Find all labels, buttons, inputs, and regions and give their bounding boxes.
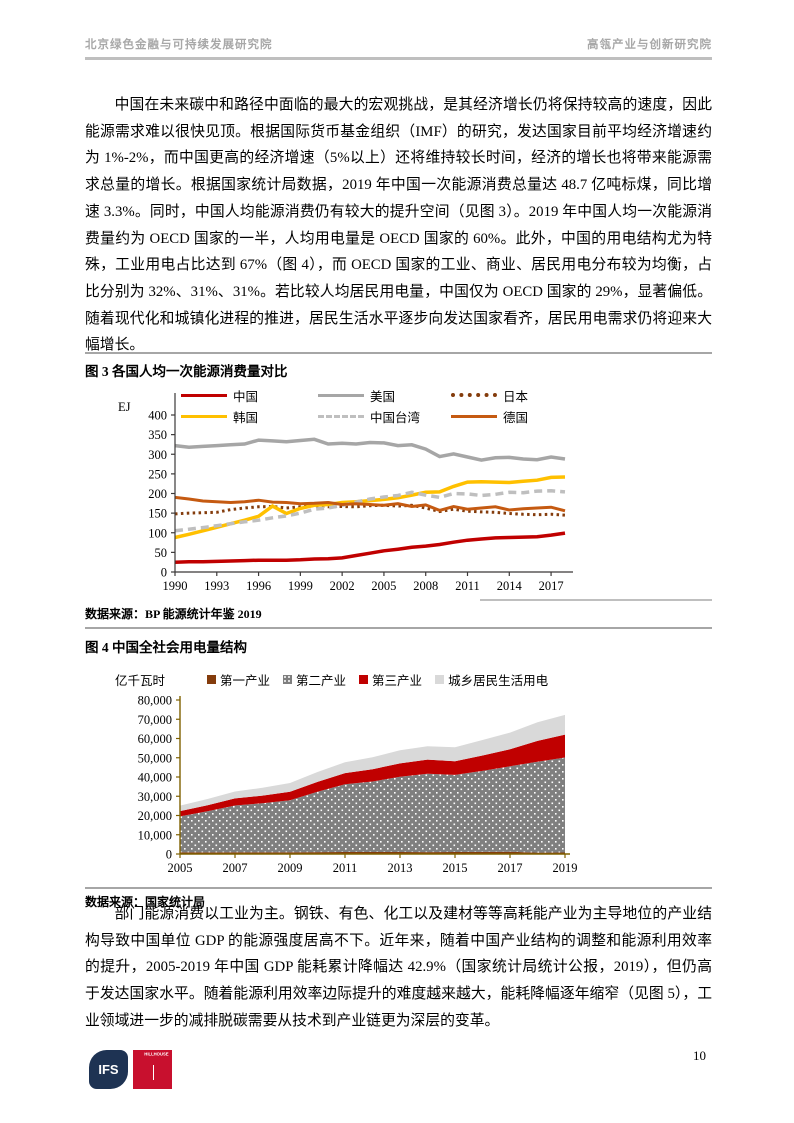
figure3-bottom-rule <box>85 627 712 629</box>
legend-item-secondary-industry: 第二产业 <box>283 672 346 688</box>
figure4-stacked-area-chart: 0 10,000 20,000 30,000 40,000 50,000 60,000 70,… <box>138 694 578 876</box>
svg-text:30,000: 30,000 <box>138 790 172 804</box>
figure4-title: 图 4 中国全社会用电量结构 <box>85 640 247 655</box>
header-divider <box>85 57 712 60</box>
figure4-legend: 第一产业 第二产业 第三产业 城乡居民生活用电 <box>207 672 548 688</box>
legend-label: 第二产业 <box>296 674 347 688</box>
svg-text:350: 350 <box>148 428 167 442</box>
svg-text:80,000: 80,000 <box>138 694 172 708</box>
legend-item-taiwan: 中国台湾 <box>318 406 451 426</box>
figure3-block: 图 3 各国人均一次能源消费量对比 EJ 中国 美国 日本 韩国 <box>85 352 712 629</box>
figure3-source: 数据来源：BP 能源统计年鉴 2019 <box>85 607 262 621</box>
svg-text:2005: 2005 <box>371 579 396 593</box>
legend-label: 中国 <box>233 389 259 404</box>
svg-text:150: 150 <box>148 507 167 521</box>
legend-label: 韩国 <box>233 410 259 425</box>
svg-text:300: 300 <box>148 448 167 462</box>
legend-label: 中国台湾 <box>370 410 421 425</box>
svg-text:2011: 2011 <box>333 861 358 875</box>
footer-logos: IFS HILLHOUSE <box>89 1050 172 1089</box>
svg-text:60,000: 60,000 <box>138 732 172 746</box>
residential-swatch-icon <box>435 675 445 684</box>
svg-text:2017: 2017 <box>498 861 523 875</box>
legend-label: 美国 <box>370 389 396 404</box>
figure3-line-chart: 0 50 100 150 200 250 300 350 400 1990 1993 1996 1999… <box>148 393 573 593</box>
figure4-block: 图 4 中国全社会用电量结构 亿千瓦时 第一产业 第二产业 第三产业 <box>85 630 712 915</box>
china-line-sample-icon <box>181 393 227 397</box>
figure3-legend: 中国 美国 日本 韩国 中国台湾 <box>181 385 611 426</box>
svg-text:200: 200 <box>148 487 167 501</box>
body-paragraph-2: 部门能源消费以工业为主。钢铁、有色、化工以及建材等等高耗能产业为主导地位的产业结… <box>85 906 712 1029</box>
legend-item-usa: 美国 <box>318 385 451 405</box>
svg-text:1996: 1996 <box>246 579 271 593</box>
svg-text:2011: 2011 <box>455 579 480 593</box>
svg-text:2008: 2008 <box>413 579 438 593</box>
hillhouse-logo: HILLHOUSE <box>133 1050 172 1089</box>
ifs-logo: IFS <box>89 1050 128 1089</box>
figure3-title: 图 3 各国人均一次能源消费量对比 <box>85 364 288 379</box>
page-header: 北京绿色金融与可持续发展研究院 高瓴产业与创新研究院 <box>85 36 712 52</box>
taiwan-line-sample-icon <box>318 414 364 418</box>
legend-item-residential: 城乡居民生活用电 <box>435 672 548 688</box>
svg-text:250: 250 <box>148 467 167 481</box>
svg-text:2017: 2017 <box>539 579 564 593</box>
svg-text:1993: 1993 <box>204 579 229 593</box>
secondary-industry-swatch-icon <box>283 675 293 684</box>
legend-label: 城乡居民生活用电 <box>448 674 549 688</box>
svg-text:2002: 2002 <box>330 579 355 593</box>
svg-text:1999: 1999 <box>288 579 313 593</box>
figure4-legend-row: 亿千瓦时 第一产业 第二产业 第三产业 城乡居民生活用电 <box>115 670 712 689</box>
figure4-source-top-rule <box>85 887 712 889</box>
svg-text:70,000: 70,000 <box>138 713 172 727</box>
japan-line-sample-icon <box>451 393 497 397</box>
legend-item-germany: 德国 <box>451 406 611 426</box>
svg-text:2009: 2009 <box>278 861 303 875</box>
hillhouse-logo-text: HILLHOUSE <box>144 1052 169 1057</box>
svg-text:2013: 2013 <box>388 861 413 875</box>
tertiary-industry-swatch-icon <box>359 675 369 684</box>
primary-industry-swatch-icon <box>207 675 217 684</box>
svg-text:100: 100 <box>148 526 167 540</box>
figure3-chart-area: EJ 中国 美国 日本 韩国 <box>85 384 712 596</box>
germany-line-sample-icon <box>451 414 497 418</box>
legend-label: 第一产业 <box>220 674 271 688</box>
legend-item-primary-industry: 第一产业 <box>207 672 270 688</box>
svg-text:2019: 2019 <box>553 861 578 875</box>
usa-line-sample-icon <box>318 393 364 397</box>
korea-line-sample-icon <box>181 414 227 418</box>
header-left-institute: 北京绿色金融与可持续发展研究院 <box>85 39 273 51</box>
svg-text:50: 50 <box>155 546 168 560</box>
svg-text:0: 0 <box>161 566 167 580</box>
legend-item-tertiary-industry: 第三产业 <box>359 672 422 688</box>
figure4-y-unit: 亿千瓦时 <box>115 674 166 688</box>
svg-text:2014: 2014 <box>497 579 523 593</box>
svg-text:1990: 1990 <box>163 579 188 593</box>
legend-label: 德国 <box>503 410 529 425</box>
legend-label: 第三产业 <box>372 674 423 688</box>
svg-text:20,000: 20,000 <box>138 809 172 823</box>
svg-text:400: 400 <box>148 409 167 423</box>
svg-text:50,000: 50,000 <box>138 751 172 765</box>
legend-item-japan: 日本 <box>451 385 611 405</box>
page-number: 10 <box>693 1048 706 1063</box>
hillhouse-logo-line <box>152 1065 154 1080</box>
figure3-top-rule <box>85 352 712 354</box>
legend-item-korea: 韩国 <box>181 406 318 426</box>
header-right-institute: 高瓴产业与创新研究院 <box>587 39 712 51</box>
svg-text:0: 0 <box>166 848 172 862</box>
svg-text:10,000: 10,000 <box>138 828 172 842</box>
svg-text:2007: 2007 <box>223 861 248 875</box>
legend-item-china: 中国 <box>181 385 318 405</box>
svg-text:2005: 2005 <box>168 861 193 875</box>
svg-text:2015: 2015 <box>443 861 468 875</box>
legend-label: 日本 <box>503 389 529 404</box>
svg-text:40,000: 40,000 <box>138 771 172 785</box>
figure3-y-unit: EJ <box>118 400 131 414</box>
body-paragraph-1: 中国在未来碳中和路径中面临的最大的宏观挑战，是其经济增长仍将保持较高的速度，因此… <box>85 97 712 354</box>
figure3-source-top-rule <box>480 599 712 601</box>
figure4-source: 数据来源：国家统计局 <box>85 895 206 909</box>
